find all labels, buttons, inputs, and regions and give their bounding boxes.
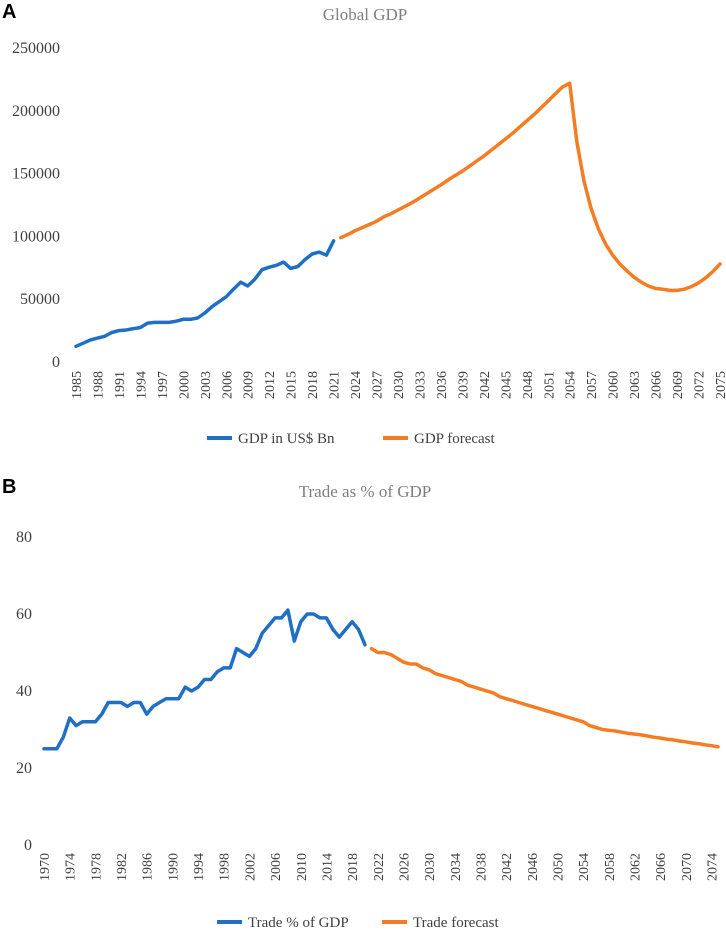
x-tick-label: 2002 [243,853,258,881]
y-tick-label: 20 [16,760,32,777]
legend-b: Trade % of GDP Trade forecast [217,915,499,931]
x-tick-label: 2066 [650,371,665,399]
x-tick-label: 2015 [285,371,300,399]
x-tick-label: 2066 [654,853,669,881]
x-tick-label: 2069 [671,371,686,399]
x-tick-label: 2034 [449,853,464,881]
x-tick-label: 1986 [141,853,156,881]
x-tick-label: 2058 [603,853,618,881]
y-axis-a: 0 50000 100000 150000 200000 250000 [12,40,60,371]
x-tick-label: 2010 [295,853,310,881]
series-line-gdp-forecast [339,81,722,293]
x-tick-label: 1970 [38,853,53,881]
x-tick-label: 2000 [177,371,192,399]
y-tick-label: 150000 [12,166,60,183]
y-tick-label: 0 [24,837,32,854]
x-tick-label: 2026 [397,853,412,881]
x-tick-label: 2070 [680,853,695,881]
x-tick-label: 2024 [349,371,364,399]
series-group-a [74,81,722,349]
x-tick-label: 2018 [306,371,321,399]
panel-label-a: A [2,1,16,23]
chart-title-a: Global GDP [323,5,408,24]
x-tick-label: 1998 [218,853,233,881]
x-tick-label: 2074 [706,853,721,881]
y-tick-label: 60 [16,606,32,623]
x-tick-label: 1982 [115,853,130,881]
x-tick-label: 2057 [585,371,600,399]
x-tick-label: 2075 [714,371,726,399]
x-tick-label: 1991 [113,371,128,399]
x-tick-label: 2046 [526,853,541,881]
x-axis-a: 1985 1988 1991 1994 1997 2000 2003 2006 2009 2012… [70,371,726,399]
y-tick-label: 250000 [12,40,60,57]
legend-label-gdp: GDP in US$ Bn [238,431,335,447]
legend-label-trade-forecast: Trade forecast [413,915,499,931]
x-tick-label: 2006 [220,371,235,399]
legend-label-gdp-forecast: GDP forecast [414,431,496,447]
x-tick-label: 2030 [423,853,438,881]
x-tick-label: 1978 [89,853,104,881]
x-tick-label: 2050 [552,853,567,881]
legend-label-trade: Trade % of GDP [248,915,349,931]
x-tick-label: 1985 [70,371,85,399]
x-tick-label: 1974 [64,853,79,881]
x-tick-label: 2039 [456,371,471,399]
x-tick-label: 2063 [628,371,643,399]
x-tick-label: 2009 [242,371,257,399]
x-tick-label: 2006 [269,853,284,881]
x-tick-label: 2042 [500,853,515,881]
x-tick-label: 2051 [542,371,557,399]
y-tick-label: 100000 [12,228,60,245]
x-tick-label: 2042 [478,371,493,399]
x-tick-label: 1994 [192,853,207,881]
x-axis-b: 1970 1974 1978 1982 1986 1990 1994 1998 2002 2006… [38,853,721,881]
x-tick-label: 1988 [91,371,106,399]
series-line-trade-of-gdp [42,608,367,751]
y-axis-b: 0 20 40 60 80 [16,529,32,854]
x-tick-label: 2014 [320,853,335,881]
x-tick-label: 2027 [371,371,386,399]
y-tick-label: 50000 [20,291,60,308]
x-tick-label: 2022 [372,853,387,881]
x-tick-label: 2054 [577,853,592,881]
x-tick-label: 2012 [263,371,278,399]
y-tick-label: 200000 [12,103,60,120]
y-tick-label: 80 [16,529,32,546]
x-tick-label: 2036 [435,371,450,399]
x-tick-label: 2062 [629,853,644,881]
panel-label-b: B [2,476,16,498]
x-tick-label: 2033 [413,371,428,399]
x-tick-label: 2018 [346,853,361,881]
series-group-b [42,608,720,751]
x-tick-label: 2030 [392,371,407,399]
x-tick-label: 2003 [199,371,214,399]
series-line-gdp-in-us-bn [74,239,336,349]
chart-title-b: Trade as % of GDP [299,482,432,501]
x-tick-label: 2021 [328,371,343,399]
legend-a: GDP in US$ Bn GDP forecast [207,431,496,447]
x-tick-label: 2054 [564,371,579,399]
x-tick-label: 1990 [166,853,181,881]
x-tick-label: 2072 [693,371,708,399]
x-tick-label: 2038 [474,853,489,881]
y-tick-label: 40 [16,683,32,700]
series-line-trade-forecast [369,646,720,749]
panel-a: A Global GDP 0 50000 100000 150000 200000 250… [2,1,726,447]
x-tick-label: 2048 [521,371,536,399]
x-tick-label: 1997 [156,371,171,399]
x-tick-label: 2045 [499,371,514,399]
x-tick-label: 1994 [134,371,149,399]
y-tick-label: 0 [52,354,60,371]
x-tick-label: 2060 [607,371,622,399]
